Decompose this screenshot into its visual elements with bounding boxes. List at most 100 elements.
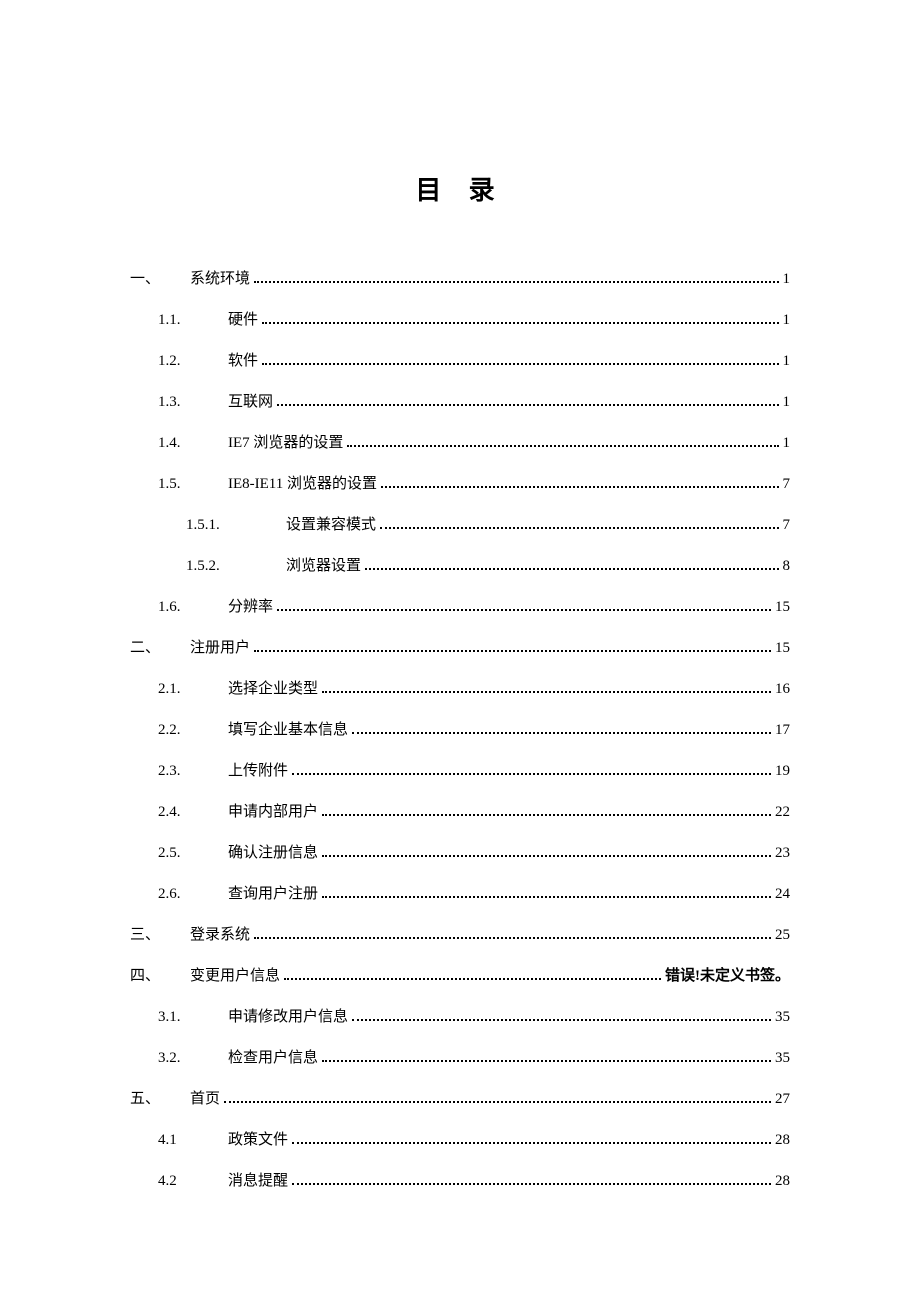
toc-dots bbox=[254, 281, 778, 283]
toc-label: 注册用户 bbox=[190, 636, 250, 660]
toc-page: 1 bbox=[783, 349, 791, 373]
toc-entry[interactable]: 1.5.1.设置兼容模式 7 bbox=[130, 513, 790, 537]
toc-page: 7 bbox=[783, 472, 791, 496]
toc-entry[interactable]: 四、变更用户信息错误!未定义书签。 bbox=[130, 964, 790, 988]
toc-page: 7 bbox=[783, 513, 791, 537]
toc-dots bbox=[347, 445, 778, 447]
toc-number: 2.5. bbox=[158, 841, 228, 865]
toc-dots bbox=[254, 937, 771, 939]
toc-entry[interactable]: 4.1政策文件28 bbox=[130, 1128, 790, 1152]
toc-label: 确认注册信息 bbox=[228, 841, 318, 865]
toc-number: 五、 bbox=[130, 1087, 190, 1111]
toc-label: 分辨率 bbox=[228, 595, 273, 619]
toc-number: 1.3. bbox=[158, 390, 228, 414]
toc-dots bbox=[365, 568, 778, 570]
toc-entry[interactable]: 1.1.硬件 1 bbox=[130, 308, 790, 332]
toc-entry[interactable]: 2.1.选择企业类型16 bbox=[130, 677, 790, 701]
toc-entry[interactable]: 2.3.上传附件 19 bbox=[130, 759, 790, 783]
toc-entry[interactable]: 3.2.检查用户信息35 bbox=[130, 1046, 790, 1070]
toc-number: 1.2. bbox=[158, 349, 228, 373]
toc-page: 25 bbox=[775, 923, 790, 947]
toc-dots bbox=[380, 527, 778, 529]
toc-page: 35 bbox=[775, 1046, 790, 1070]
toc-entry[interactable]: 1.5.2.浏览器设置 8 bbox=[130, 554, 790, 578]
toc-label: 消息提醒 bbox=[228, 1169, 288, 1193]
toc-dots bbox=[352, 1019, 771, 1021]
toc-page: 19 bbox=[775, 759, 790, 783]
toc-list: 一、系统环境11.1.硬件11.2.软件11.3.互联网11.4.IE7 浏览器… bbox=[130, 267, 790, 1193]
toc-dots bbox=[322, 814, 771, 816]
toc-entry[interactable]: 2.5.确认注册信息23 bbox=[130, 841, 790, 865]
toc-page: 27 bbox=[775, 1087, 790, 1111]
toc-entry[interactable]: 3.1.申请修改用户信息 35 bbox=[130, 1005, 790, 1029]
toc-page: 1 bbox=[783, 431, 791, 455]
toc-entry[interactable]: 2.6.查询用户注册24 bbox=[130, 882, 790, 906]
toc-page: 17 bbox=[775, 718, 790, 742]
toc-number: 1.5.1. bbox=[186, 513, 286, 537]
toc-entry[interactable]: 二、注册用户 15 bbox=[130, 636, 790, 660]
toc-page: 16 bbox=[775, 677, 790, 701]
toc-page: 1 bbox=[783, 267, 791, 291]
toc-page: 8 bbox=[783, 554, 791, 578]
toc-label: 上传附件 bbox=[228, 759, 288, 783]
toc-number: 2.3. bbox=[158, 759, 228, 783]
toc-number: 1.4. bbox=[158, 431, 228, 455]
toc-label: 首页 bbox=[190, 1087, 220, 1111]
toc-page: 28 bbox=[775, 1128, 790, 1152]
toc-label: IE7 浏览器的设置 bbox=[228, 431, 343, 455]
toc-dots bbox=[262, 363, 778, 365]
toc-label: 软件 bbox=[228, 349, 258, 373]
toc-label: 硬件 bbox=[228, 308, 258, 332]
toc-dots bbox=[284, 978, 661, 980]
toc-number: 1.1. bbox=[158, 308, 228, 332]
toc-title: 目 录 bbox=[130, 170, 790, 207]
toc-page: 28 bbox=[775, 1169, 790, 1193]
toc-number: 4.1 bbox=[158, 1128, 228, 1152]
toc-entry[interactable]: 1.3.互联网1 bbox=[130, 390, 790, 414]
toc-number: 1.5.2. bbox=[186, 554, 286, 578]
toc-entry[interactable]: 1.5.IE8-IE11 浏览器的设置7 bbox=[130, 472, 790, 496]
toc-label: 变更用户信息 bbox=[190, 964, 280, 988]
toc-page: 24 bbox=[775, 882, 790, 906]
toc-dots bbox=[277, 404, 778, 406]
toc-label: 浏览器设置 bbox=[286, 554, 361, 578]
toc-number: 1.6. bbox=[158, 595, 228, 619]
toc-page: 1 bbox=[783, 308, 791, 332]
toc-label: 设置兼容模式 bbox=[286, 513, 376, 537]
toc-page: 15 bbox=[775, 595, 790, 619]
toc-dots bbox=[381, 486, 778, 488]
toc-entry[interactable]: 4.2消息提醒 28 bbox=[130, 1169, 790, 1193]
toc-page: 35 bbox=[775, 1005, 790, 1029]
toc-number: 3.2. bbox=[158, 1046, 228, 1070]
toc-number: 2.2. bbox=[158, 718, 228, 742]
toc-dots bbox=[322, 855, 771, 857]
toc-page: 15 bbox=[775, 636, 790, 660]
toc-dots bbox=[254, 650, 771, 652]
toc-label: 申请修改用户信息 bbox=[228, 1005, 348, 1029]
toc-label: 系统环境 bbox=[190, 267, 250, 291]
toc-dots bbox=[292, 1183, 771, 1185]
toc-entry[interactable]: 1.2.软件 1 bbox=[130, 349, 790, 373]
toc-number: 四、 bbox=[130, 964, 190, 988]
toc-entry[interactable]: 2.4.申请内部用户 22 bbox=[130, 800, 790, 824]
toc-number: 2.1. bbox=[158, 677, 228, 701]
toc-number: 3.1. bbox=[158, 1005, 228, 1029]
toc-dots bbox=[292, 773, 771, 775]
toc-number: 4.2 bbox=[158, 1169, 228, 1193]
toc-number: 二、 bbox=[130, 636, 190, 660]
toc-entry[interactable]: 1.6.分辨率 15 bbox=[130, 595, 790, 619]
toc-dots bbox=[322, 691, 771, 693]
toc-entry[interactable]: 五、首页 27 bbox=[130, 1087, 790, 1111]
toc-number: 2.4. bbox=[158, 800, 228, 824]
toc-dots bbox=[277, 609, 771, 611]
toc-entry[interactable]: 2.2.填写企业基本信息17 bbox=[130, 718, 790, 742]
toc-entry[interactable]: 一、系统环境1 bbox=[130, 267, 790, 291]
toc-dots bbox=[292, 1142, 771, 1144]
toc-label: 申请内部用户 bbox=[228, 800, 318, 824]
toc-entry[interactable]: 1.4.IE7 浏览器的设置 1 bbox=[130, 431, 790, 455]
toc-page: 22 bbox=[775, 800, 790, 824]
toc-entry[interactable]: 三、登录系统25 bbox=[130, 923, 790, 947]
toc-dots bbox=[322, 1060, 771, 1062]
toc-dots bbox=[322, 896, 771, 898]
page-container: 目 录 一、系统环境11.1.硬件11.2.软件11.3.互联网11.4.IE7… bbox=[0, 0, 920, 1193]
